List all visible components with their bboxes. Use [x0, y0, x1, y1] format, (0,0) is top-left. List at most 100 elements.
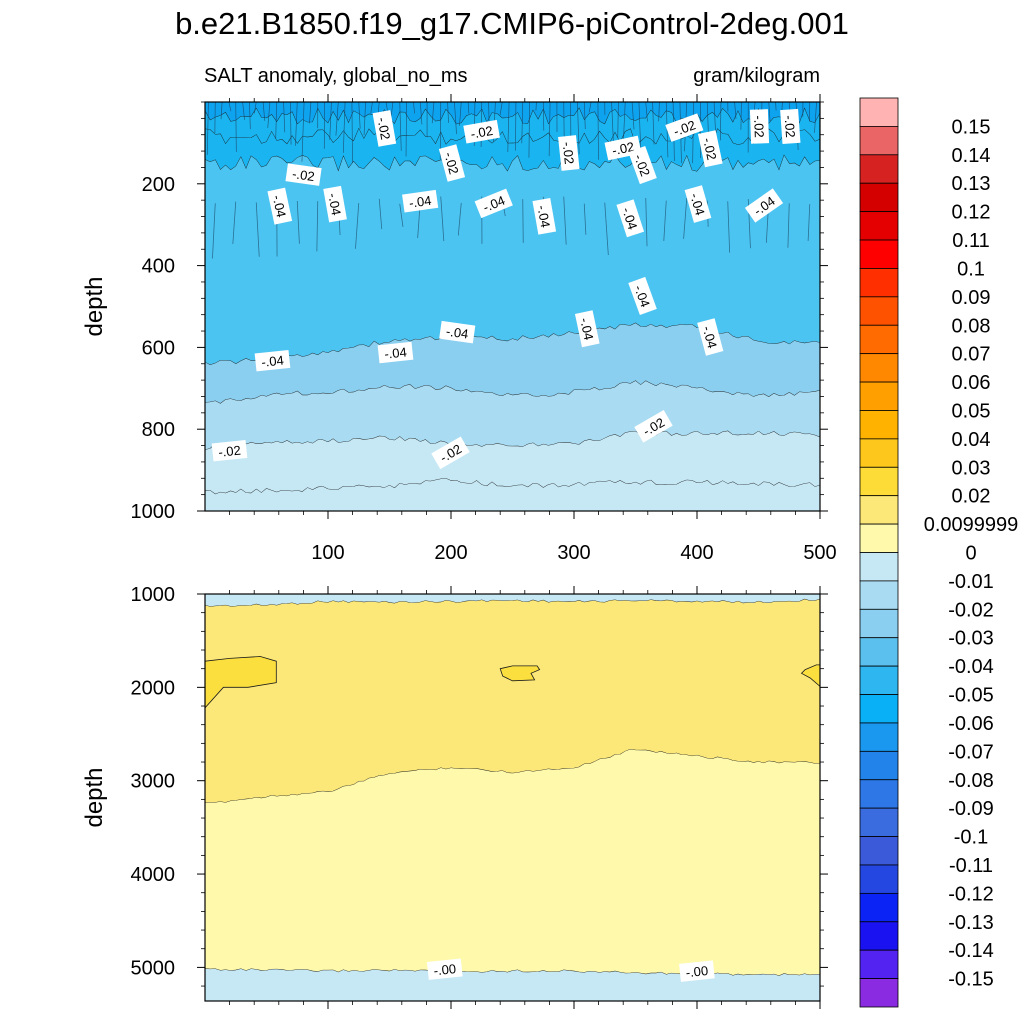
colorbar-box — [860, 524, 898, 552]
contour-label-text: -.02 — [560, 141, 577, 165]
colorbar-label: 0.07 — [952, 344, 991, 366]
colorbar-label: 0.12 — [952, 202, 991, 224]
x-tick-label: 100 — [311, 542, 344, 564]
colorbar-label: -0.01 — [948, 571, 994, 593]
colorbar: 0.150.140.130.120.110.10.090.080.070.060… — [860, 98, 1018, 1007]
contour-label-text: -.04 — [384, 344, 408, 361]
contour-label: -.00 — [679, 960, 715, 981]
y-tick-label: 800 — [142, 419, 175, 441]
y-tick-label: 1000 — [131, 501, 176, 523]
colorbar-box — [860, 212, 898, 240]
colorbar-box — [860, 950, 898, 978]
colorbar-box — [860, 666, 898, 694]
colorbar-label: -0.05 — [948, 685, 994, 707]
colorbar-box — [860, 609, 898, 637]
colorbar-box — [860, 553, 898, 581]
y-tick-label: 2000 — [131, 677, 176, 699]
contour-label: -.02 — [780, 109, 800, 144]
colorbar-label: 0.06 — [952, 372, 991, 394]
y-tick-label: 200 — [142, 174, 175, 196]
colorbar-box — [860, 325, 898, 353]
colorbar-label: -0.1 — [954, 827, 988, 849]
colorbar-box — [860, 297, 898, 325]
colorbar-box — [860, 922, 898, 950]
colorbar-label: -0.03 — [948, 628, 994, 650]
contour-label-text: -.04 — [445, 324, 469, 342]
contour-label-text: -.02 — [751, 115, 767, 138]
y-tick-label: 600 — [142, 337, 175, 359]
colorbar-label: -0.04 — [948, 656, 994, 678]
y-tick-label: 5000 — [131, 957, 176, 979]
colorbar-box — [860, 979, 898, 1007]
contour-label-text: -.04 — [261, 353, 285, 370]
colorbar-box — [860, 808, 898, 836]
contour-label: -.02 — [558, 135, 579, 171]
colorbar-label: -0.06 — [948, 713, 994, 735]
colorbar-label: -0.08 — [948, 770, 994, 792]
colorbar-label: -0.15 — [948, 969, 994, 991]
colorbar-box — [860, 723, 898, 751]
colorbar-label: -0.11 — [949, 855, 993, 877]
colorbar-box — [860, 751, 898, 779]
contour-label: -.04 — [378, 342, 414, 363]
y-tick-label: 3000 — [131, 771, 176, 793]
colorbar-box — [860, 837, 898, 865]
colorbar-label: -0.14 — [948, 940, 994, 962]
y-axis-label: depth — [81, 767, 108, 827]
colorbar-box — [860, 240, 898, 268]
colorbar-label: 0.1 — [957, 258, 985, 280]
contour-label: -.00 — [427, 958, 463, 979]
colorbar-label: -0.02 — [948, 599, 994, 621]
contour-label: -.04 — [255, 350, 291, 371]
colorbar-box — [860, 98, 898, 126]
left-subtitle: SALT anomaly, global_no_ms — [204, 65, 468, 87]
x-tick-label: 400 — [680, 542, 713, 564]
colorbar-box — [860, 581, 898, 609]
colorbar-box — [860, 439, 898, 467]
colorbar-box — [860, 183, 898, 211]
colorbar-box — [860, 126, 898, 154]
upper-plot-area: -.02-.02-.02-.02-.02-.02-.02-.02-.02-.02… — [205, 102, 820, 511]
contour-label-text: -.00 — [433, 961, 457, 978]
colorbar-box — [860, 496, 898, 524]
colorbar-box — [860, 695, 898, 723]
colorbar-label: 0.04 — [952, 429, 991, 451]
x-tick-label: 500 — [803, 542, 836, 564]
colorbar-label: 0.0099999 — [924, 514, 1019, 536]
colorbar-label: 0.11 — [952, 230, 989, 252]
colorbar-label: 0.02 — [952, 486, 991, 508]
y-axis-label: depth — [81, 276, 108, 336]
colorbar-box — [860, 893, 898, 921]
colorbar-box — [860, 155, 898, 183]
colorbar-box — [860, 410, 898, 438]
contour-label-text: -.02 — [782, 115, 799, 138]
colorbar-label: 0.13 — [952, 173, 991, 195]
contour-label-text: -.02 — [218, 443, 242, 460]
y-tick-label: 400 — [142, 256, 175, 278]
upper-panel: -.02-.02-.02-.02-.02-.02-.02-.02-.02-.02… — [81, 94, 837, 564]
colorbar-box — [860, 268, 898, 296]
contour-label: -.02 — [750, 109, 769, 144]
contour-label-text: -.04 — [408, 193, 432, 211]
figure-title: b.e21.B1850.f19_g17.CMIP6-piControl-2deg… — [175, 6, 849, 41]
colorbar-box — [860, 865, 898, 893]
y-tick-label: 1000 — [131, 584, 176, 606]
colorbar-label: -0.12 — [948, 883, 994, 905]
colorbar-label: 0.14 — [952, 145, 991, 167]
contour-label-text: -.02 — [291, 166, 315, 184]
colorbar-label: 0 — [965, 543, 976, 565]
colorbar-box — [860, 354, 898, 382]
colorbar-label: -0.13 — [948, 912, 994, 934]
colorbar-box — [860, 638, 898, 666]
colorbar-box — [860, 382, 898, 410]
colorbar-label: -0.07 — [948, 741, 994, 763]
colorbar-box — [860, 467, 898, 495]
colorbar-label: 0.03 — [952, 457, 991, 479]
colorbar-label: 0.15 — [952, 116, 991, 138]
y-tick-label: 4000 — [131, 864, 176, 886]
contour-label: -.02 — [212, 440, 248, 461]
lower-plot-area: -.00 -.00 — [205, 594, 820, 1001]
contour-panels: -.02-.02-.02-.02-.02-.02-.02-.02-.02-.02… — [81, 94, 837, 1009]
